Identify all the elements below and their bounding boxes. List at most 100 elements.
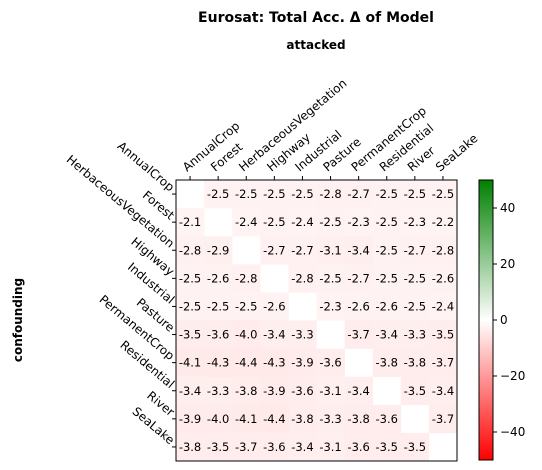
cell-value-label: -2.5 [235, 187, 257, 201]
heatmap-cell [176, 404, 205, 434]
heatmap-cell [344, 264, 373, 293]
heatmap-cell [400, 180, 430, 209]
cell-value-label: -3.8 [347, 412, 369, 426]
heatmap-cell [204, 432, 233, 462]
plot-frame [175, 179, 458, 462]
cell-value-label: -2.7 [263, 243, 285, 257]
cell-value-label: -4.0 [235, 328, 257, 342]
cell-value-label: -3.5 [207, 440, 229, 454]
heatmap-cell [232, 264, 261, 293]
cell-value-label: -3.9 [179, 412, 201, 426]
heatmap-cell [400, 236, 430, 265]
cell-value-label: -2.5 [207, 299, 229, 313]
cell-value-label: -2.5 [376, 187, 398, 201]
cell-value-label: -3.6 [291, 384, 313, 398]
chart-title: Eurosat: Total Acc. Δ of Model [198, 10, 434, 26]
cell-value-label: -3.4 [376, 328, 398, 342]
heatmap-cell [316, 376, 345, 406]
cell-value-label: -3.8 [235, 384, 257, 398]
heatmap-cell [176, 376, 205, 406]
heatmap-cell [260, 432, 289, 462]
cell-value-label: -3.6 [263, 440, 285, 454]
heatmap-cell [400, 320, 430, 349]
heatmap-cell [316, 236, 345, 265]
heatmap-cell [232, 208, 261, 237]
x-tick-labels: AnnualCropForestHerbaceousVegetationHigh… [180, 76, 480, 180]
cell-value-label: -3.4 [432, 384, 454, 398]
cell-value-label: -3.7 [432, 412, 454, 426]
cell-value-label: -4.3 [263, 356, 285, 370]
cell-value-label: -4.4 [235, 356, 257, 370]
cell-value-label: -2.7 [347, 187, 369, 201]
cell-value-label: -3.6 [376, 412, 398, 426]
heatmap-cell [288, 376, 317, 406]
heatmap-cell [288, 236, 317, 265]
cell-value-label: -2.5 [291, 187, 313, 201]
cell-value-label: -2.8 [432, 243, 454, 257]
cell-value-label: -2.5 [319, 271, 341, 285]
heatmap-cell [372, 432, 402, 462]
cell-value-label: -2.5 [404, 271, 426, 285]
cell-value-label: -3.8 [291, 412, 313, 426]
cell-value-label: -3.4 [347, 243, 369, 257]
heatmap-cell [400, 208, 430, 237]
cell-value-label: -2.8 [291, 271, 313, 285]
heatmap-cell [204, 180, 233, 209]
cell-value-label: -2.4 [432, 299, 454, 313]
cell-value-label: -3.4 [263, 328, 285, 342]
heatmap-cell [428, 264, 458, 293]
cell-value-label: -2.6 [207, 271, 229, 285]
cell-value-label: -2.5 [319, 215, 341, 229]
colorbar-ticks: −40 −20 0 20 40 [493, 201, 525, 439]
heatmap-cell [344, 292, 373, 321]
cell-value-label: -3.3 [404, 328, 426, 342]
heatmap-cell [372, 236, 402, 265]
cell-value-label: -3.5 [179, 328, 201, 342]
cell-value-label: -4.1 [235, 412, 257, 426]
heatmap-cell [204, 348, 233, 377]
heatmap-cell [260, 404, 289, 434]
colorbar: −40 −20 0 20 40 [478, 179, 525, 461]
heatmap-cell [316, 264, 345, 293]
cell-value-label: -3.5 [404, 440, 426, 454]
cell-value-label: -2.8 [319, 187, 341, 201]
heatmap-cell [204, 292, 233, 321]
cell-value-label: -3.5 [376, 440, 398, 454]
heatmap-cell [176, 236, 205, 265]
cell-value-label: -2.3 [347, 215, 369, 229]
heatmap-cell [344, 320, 373, 349]
cell-value-label: -2.4 [291, 215, 313, 229]
heatmap-cell [344, 180, 373, 209]
heatmap-cell [260, 320, 289, 349]
heatmap-cell [428, 404, 458, 434]
heatmap-cell [428, 320, 458, 349]
cell-value-label: -3.7 [235, 440, 257, 454]
heatmap-cell [204, 264, 233, 293]
cell-value-label: -3.4 [179, 384, 201, 398]
heatmap-cell [288, 320, 317, 349]
cell-value-label: -3.7 [347, 328, 369, 342]
heatmap-cell [372, 208, 402, 237]
cell-value-label: -2.5 [376, 271, 398, 285]
heatmap-cell [316, 292, 345, 321]
cell-value-label: -2.7 [404, 243, 426, 257]
cell-value-label: -2.4 [235, 215, 257, 229]
cell-value-label: -3.6 [347, 440, 369, 454]
heatmap-cell [204, 404, 233, 434]
heatmap-cell [400, 264, 430, 293]
y-tick-label: AnnualCrop [115, 139, 177, 195]
cell-value-label: -2.6 [263, 299, 285, 313]
heatmap-cell [428, 376, 458, 406]
heatmap-cell [260, 180, 289, 209]
heatmap-cell [176, 264, 205, 293]
cell-value-label: -3.8 [404, 356, 426, 370]
heatmap-cell [428, 180, 458, 209]
heatmap-cell [372, 264, 402, 293]
heatmap-cell [428, 292, 458, 321]
heatmap-cell [204, 236, 233, 265]
heatmap-cell [428, 236, 458, 265]
heatmap-cell [372, 180, 402, 209]
y-tick-labels: AnnualCropForestHerbaceousVegetationHigh… [64, 139, 177, 448]
heatmap-cell [232, 180, 261, 209]
